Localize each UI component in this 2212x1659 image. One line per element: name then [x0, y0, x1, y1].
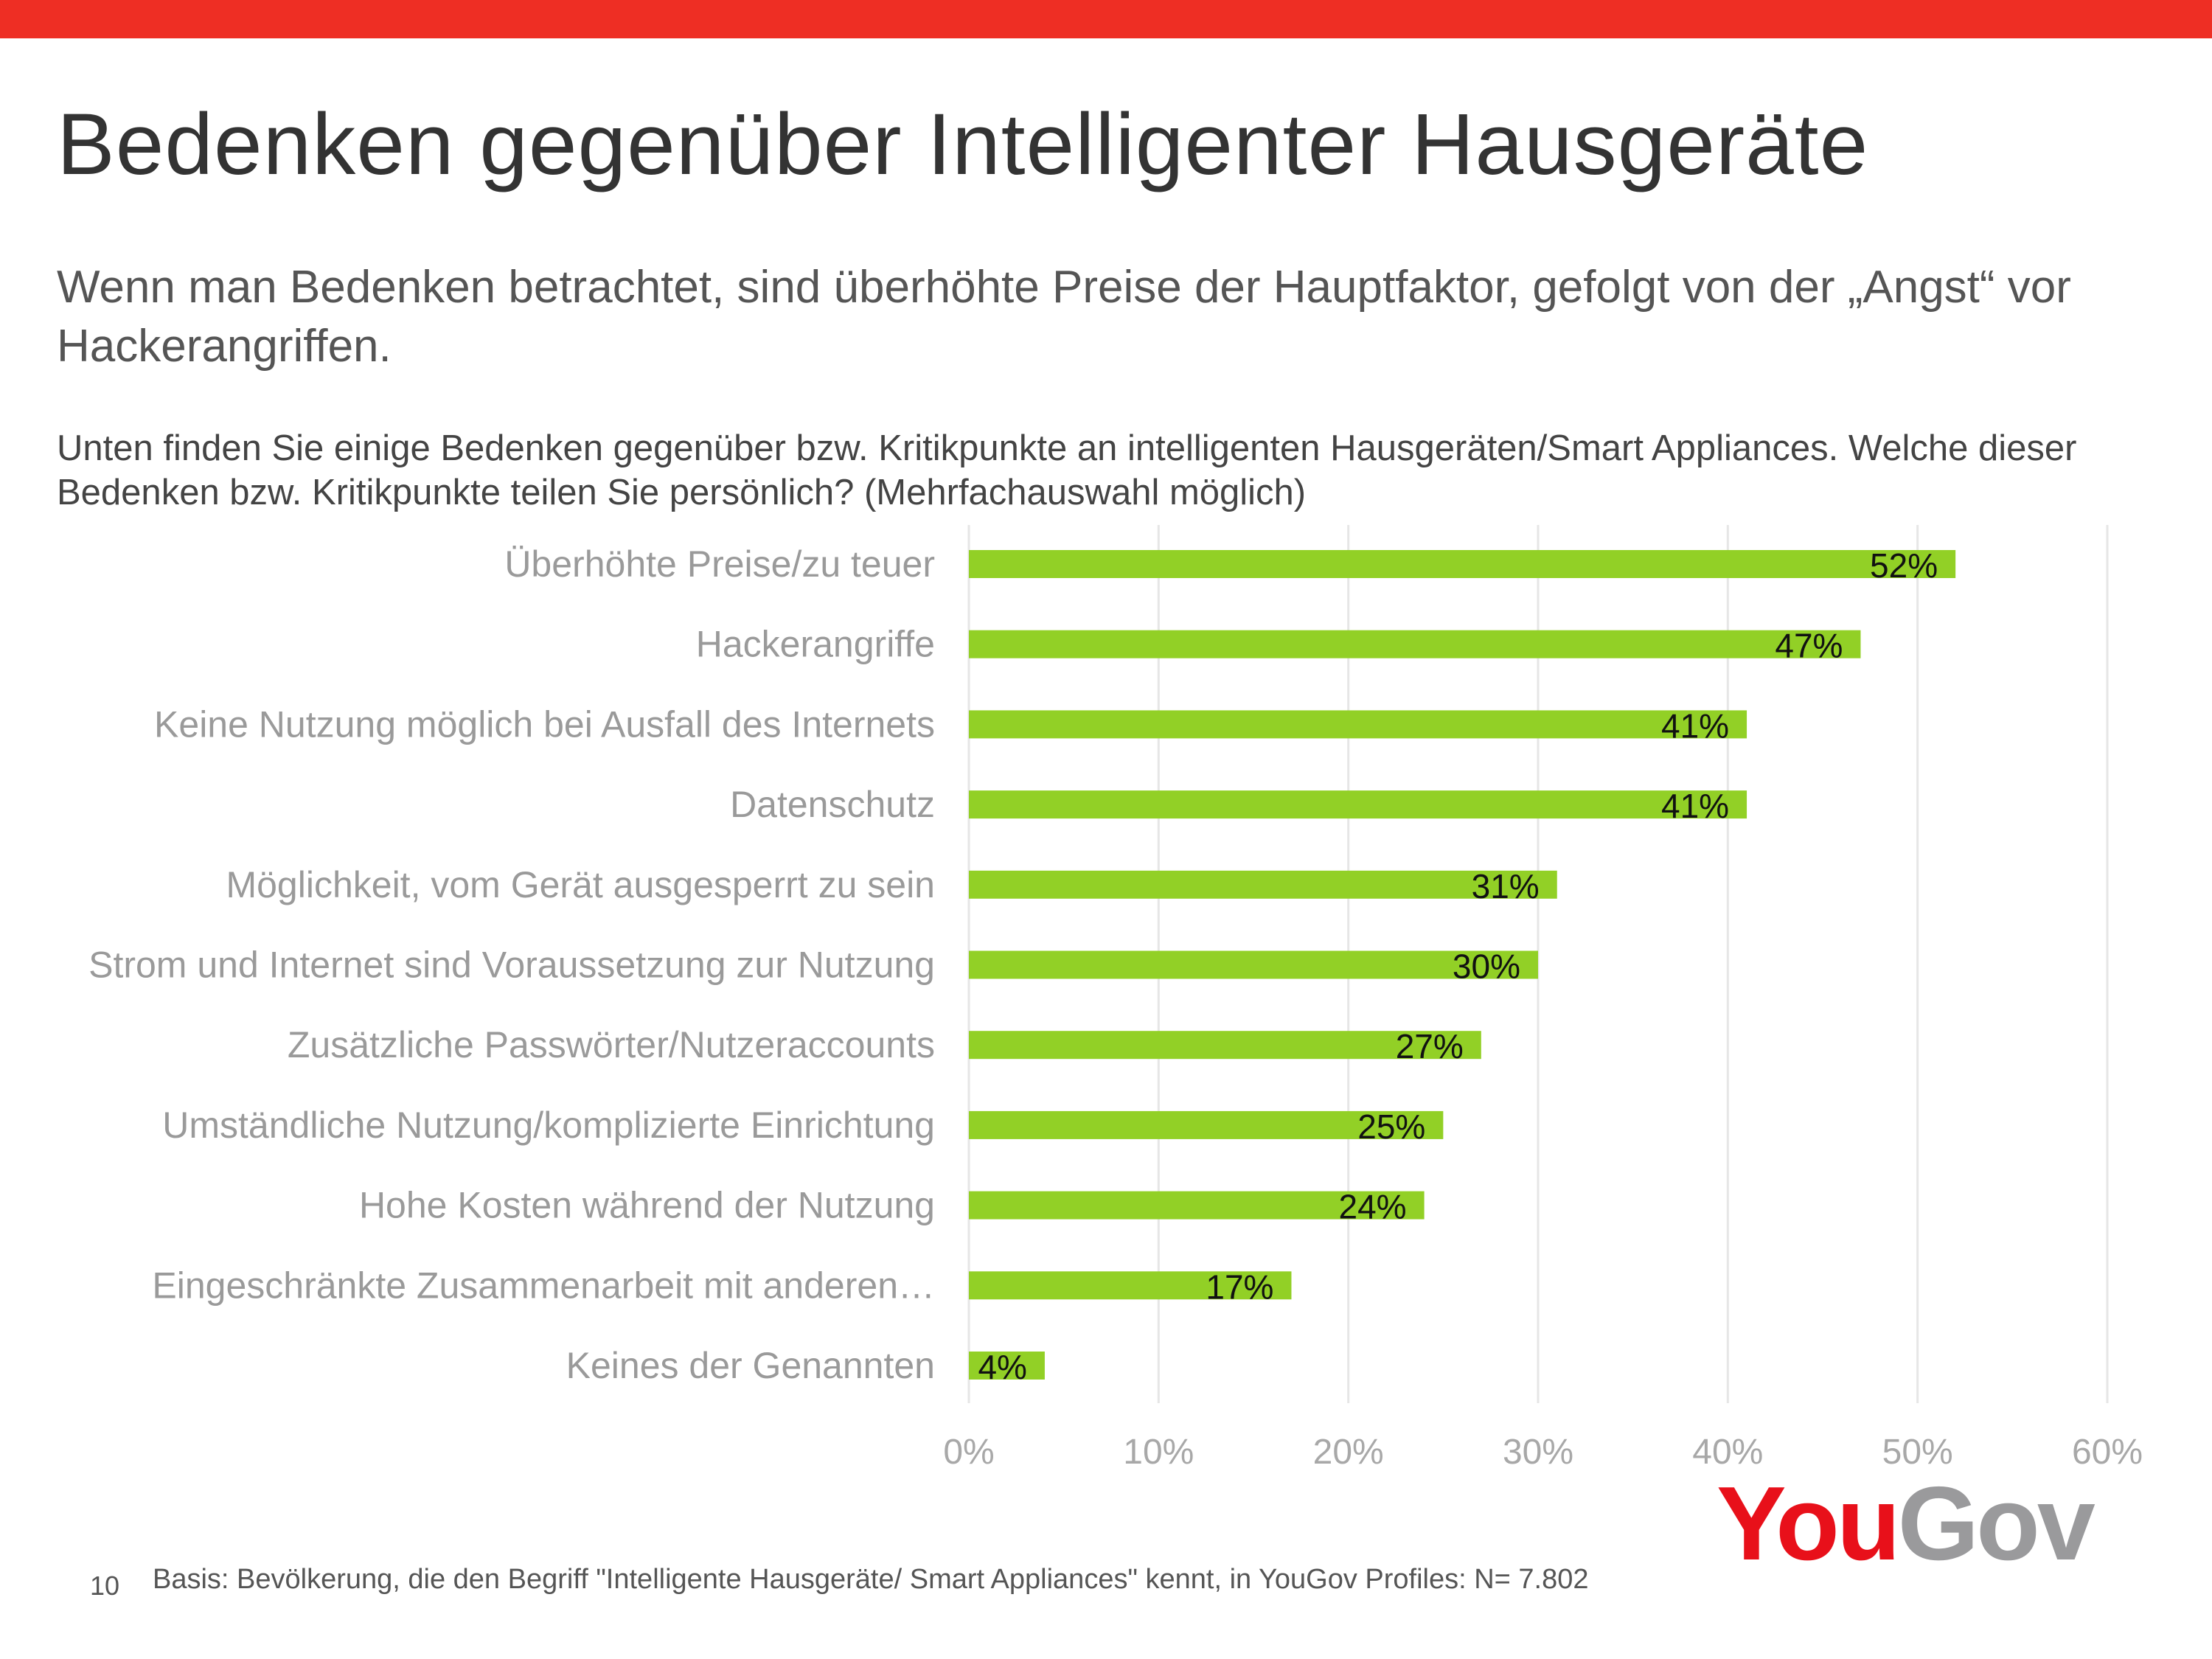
x-tick-label: 20% — [1313, 1433, 1384, 1472]
bar — [969, 1110, 1444, 1139]
bar — [969, 1271, 1292, 1300]
x-tick-label: 40% — [1692, 1433, 1763, 1472]
value-label: 31% — [1472, 867, 1540, 905]
category-label: Datenschutz — [730, 784, 935, 825]
category-label: Eingeschränkte Zusammenarbeit mit andere… — [152, 1265, 935, 1306]
category-label: Strom und Internet sind Voraussetzung zu… — [88, 945, 935, 986]
value-label: 52% — [1870, 546, 1938, 585]
category-label: Zusätzliche Passwörter/Nutzeraccounts — [288, 1024, 935, 1065]
value-label: 41% — [1661, 787, 1729, 825]
survey-question: Unten finden Sie einige Bedenken gegenüb… — [57, 428, 2077, 512]
bar — [969, 1352, 1045, 1380]
footnote: Basis: Bevölkerung, die den Begriff "Int… — [153, 1564, 1589, 1595]
top-accent-bar — [0, 0, 2212, 38]
bar — [969, 550, 1956, 578]
value-label: 17% — [1206, 1267, 1273, 1306]
value-label: 27% — [1396, 1027, 1464, 1065]
yougov-logo: YouGov — [1717, 1465, 2096, 1582]
value-label: 25% — [1357, 1107, 1425, 1146]
x-tick-label: 30% — [1503, 1433, 1573, 1472]
category-label: Umständliche Nutzung/komplizierte Einric… — [162, 1105, 935, 1146]
x-tick-label: 10% — [1123, 1433, 1194, 1472]
bar — [969, 630, 1861, 658]
category-label: Hackerangriffe — [696, 624, 935, 665]
bar — [969, 870, 1557, 899]
value-label: 4% — [978, 1348, 1026, 1386]
value-label: 24% — [1339, 1188, 1407, 1226]
category-label: Überhöhte Preise/zu teuer — [504, 543, 935, 585]
category-label: Keines der Genannten — [566, 1345, 935, 1386]
value-label: 41% — [1661, 706, 1729, 745]
page-number: 10 — [90, 1571, 120, 1601]
bar — [969, 790, 1747, 819]
value-label: 47% — [1775, 627, 1843, 665]
value-label: 30% — [1453, 947, 1520, 986]
page-title: Bedenken gegenüber Intelligenter Hausger… — [57, 96, 1869, 193]
category-label: Möglichkeit, vom Gerät ausgesperrt zu se… — [226, 864, 935, 905]
bar — [969, 950, 1538, 979]
category-label: Keine Nutzung möglich bei Ausfall des In… — [154, 703, 935, 745]
x-tick-label: 60% — [2072, 1433, 2143, 1472]
category-label: Hohe Kosten während der Nutzung — [359, 1185, 935, 1226]
page-subtitle: Wenn man Bedenken betrachtet, sind überh… — [57, 262, 2071, 372]
x-tick-label: 50% — [1882, 1433, 1953, 1472]
bar — [969, 1031, 1481, 1060]
bar — [969, 1191, 1425, 1220]
x-tick-label: 0% — [943, 1433, 994, 1472]
bar — [969, 710, 1747, 739]
